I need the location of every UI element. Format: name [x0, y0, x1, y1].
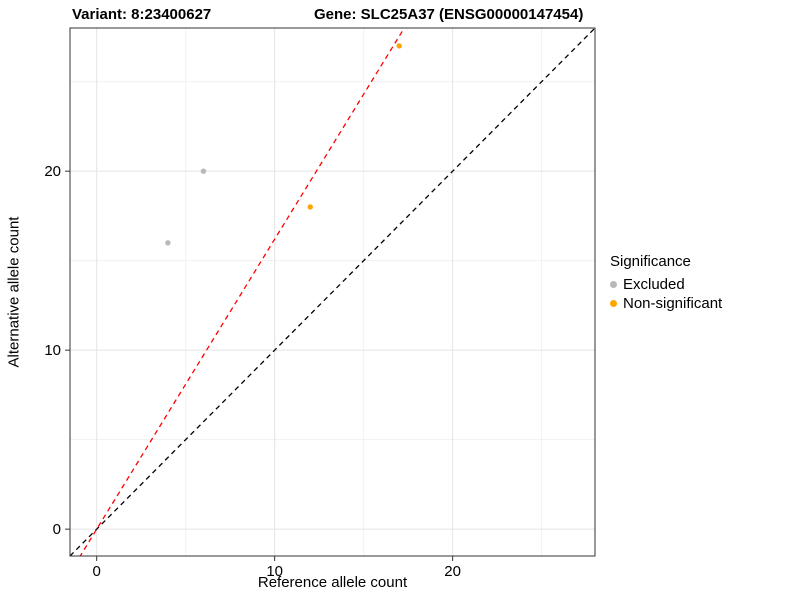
y-axis-title: Alternative allele count: [5, 216, 23, 368]
data-point-excluded: [165, 240, 171, 246]
y-tick-label: 10: [44, 342, 61, 359]
variant-title: Variant: 8:23400627: [72, 6, 212, 23]
identity-line: [70, 28, 595, 556]
legend-items: Excluded Non-significant: [610, 276, 722, 312]
gene-title: Gene: SLC25A37 (ENSG00000147454): [314, 6, 584, 23]
legend-item-excluded: Excluded: [610, 276, 722, 293]
data-point-non-significant: [307, 204, 313, 210]
scatter-plot: 0 10 20 0 10 20: [44, 27, 596, 580]
legend-dot: [610, 300, 617, 307]
y-tick-label: 0: [53, 521, 61, 538]
panel-border: [69, 27, 596, 557]
legend: Significance Excluded Non-significant: [610, 253, 722, 314]
data-point-non-significant: [396, 43, 402, 49]
legend-label: Non-significant: [623, 295, 723, 312]
data-point-excluded: [200, 168, 207, 174]
x-tick-label: 0: [93, 563, 101, 580]
y-tick-label: 20: [44, 163, 61, 180]
legend-item-non-significant: Non-significant: [610, 295, 722, 312]
legend-label: Excluded: [623, 276, 685, 293]
x-tick-label: 20: [444, 563, 461, 580]
x-tick-label: 10: [266, 563, 283, 580]
x-axis-title: Reference allele count: [257, 574, 408, 591]
legend-title: Significance: [610, 253, 691, 270]
legend-dot: [610, 281, 617, 288]
